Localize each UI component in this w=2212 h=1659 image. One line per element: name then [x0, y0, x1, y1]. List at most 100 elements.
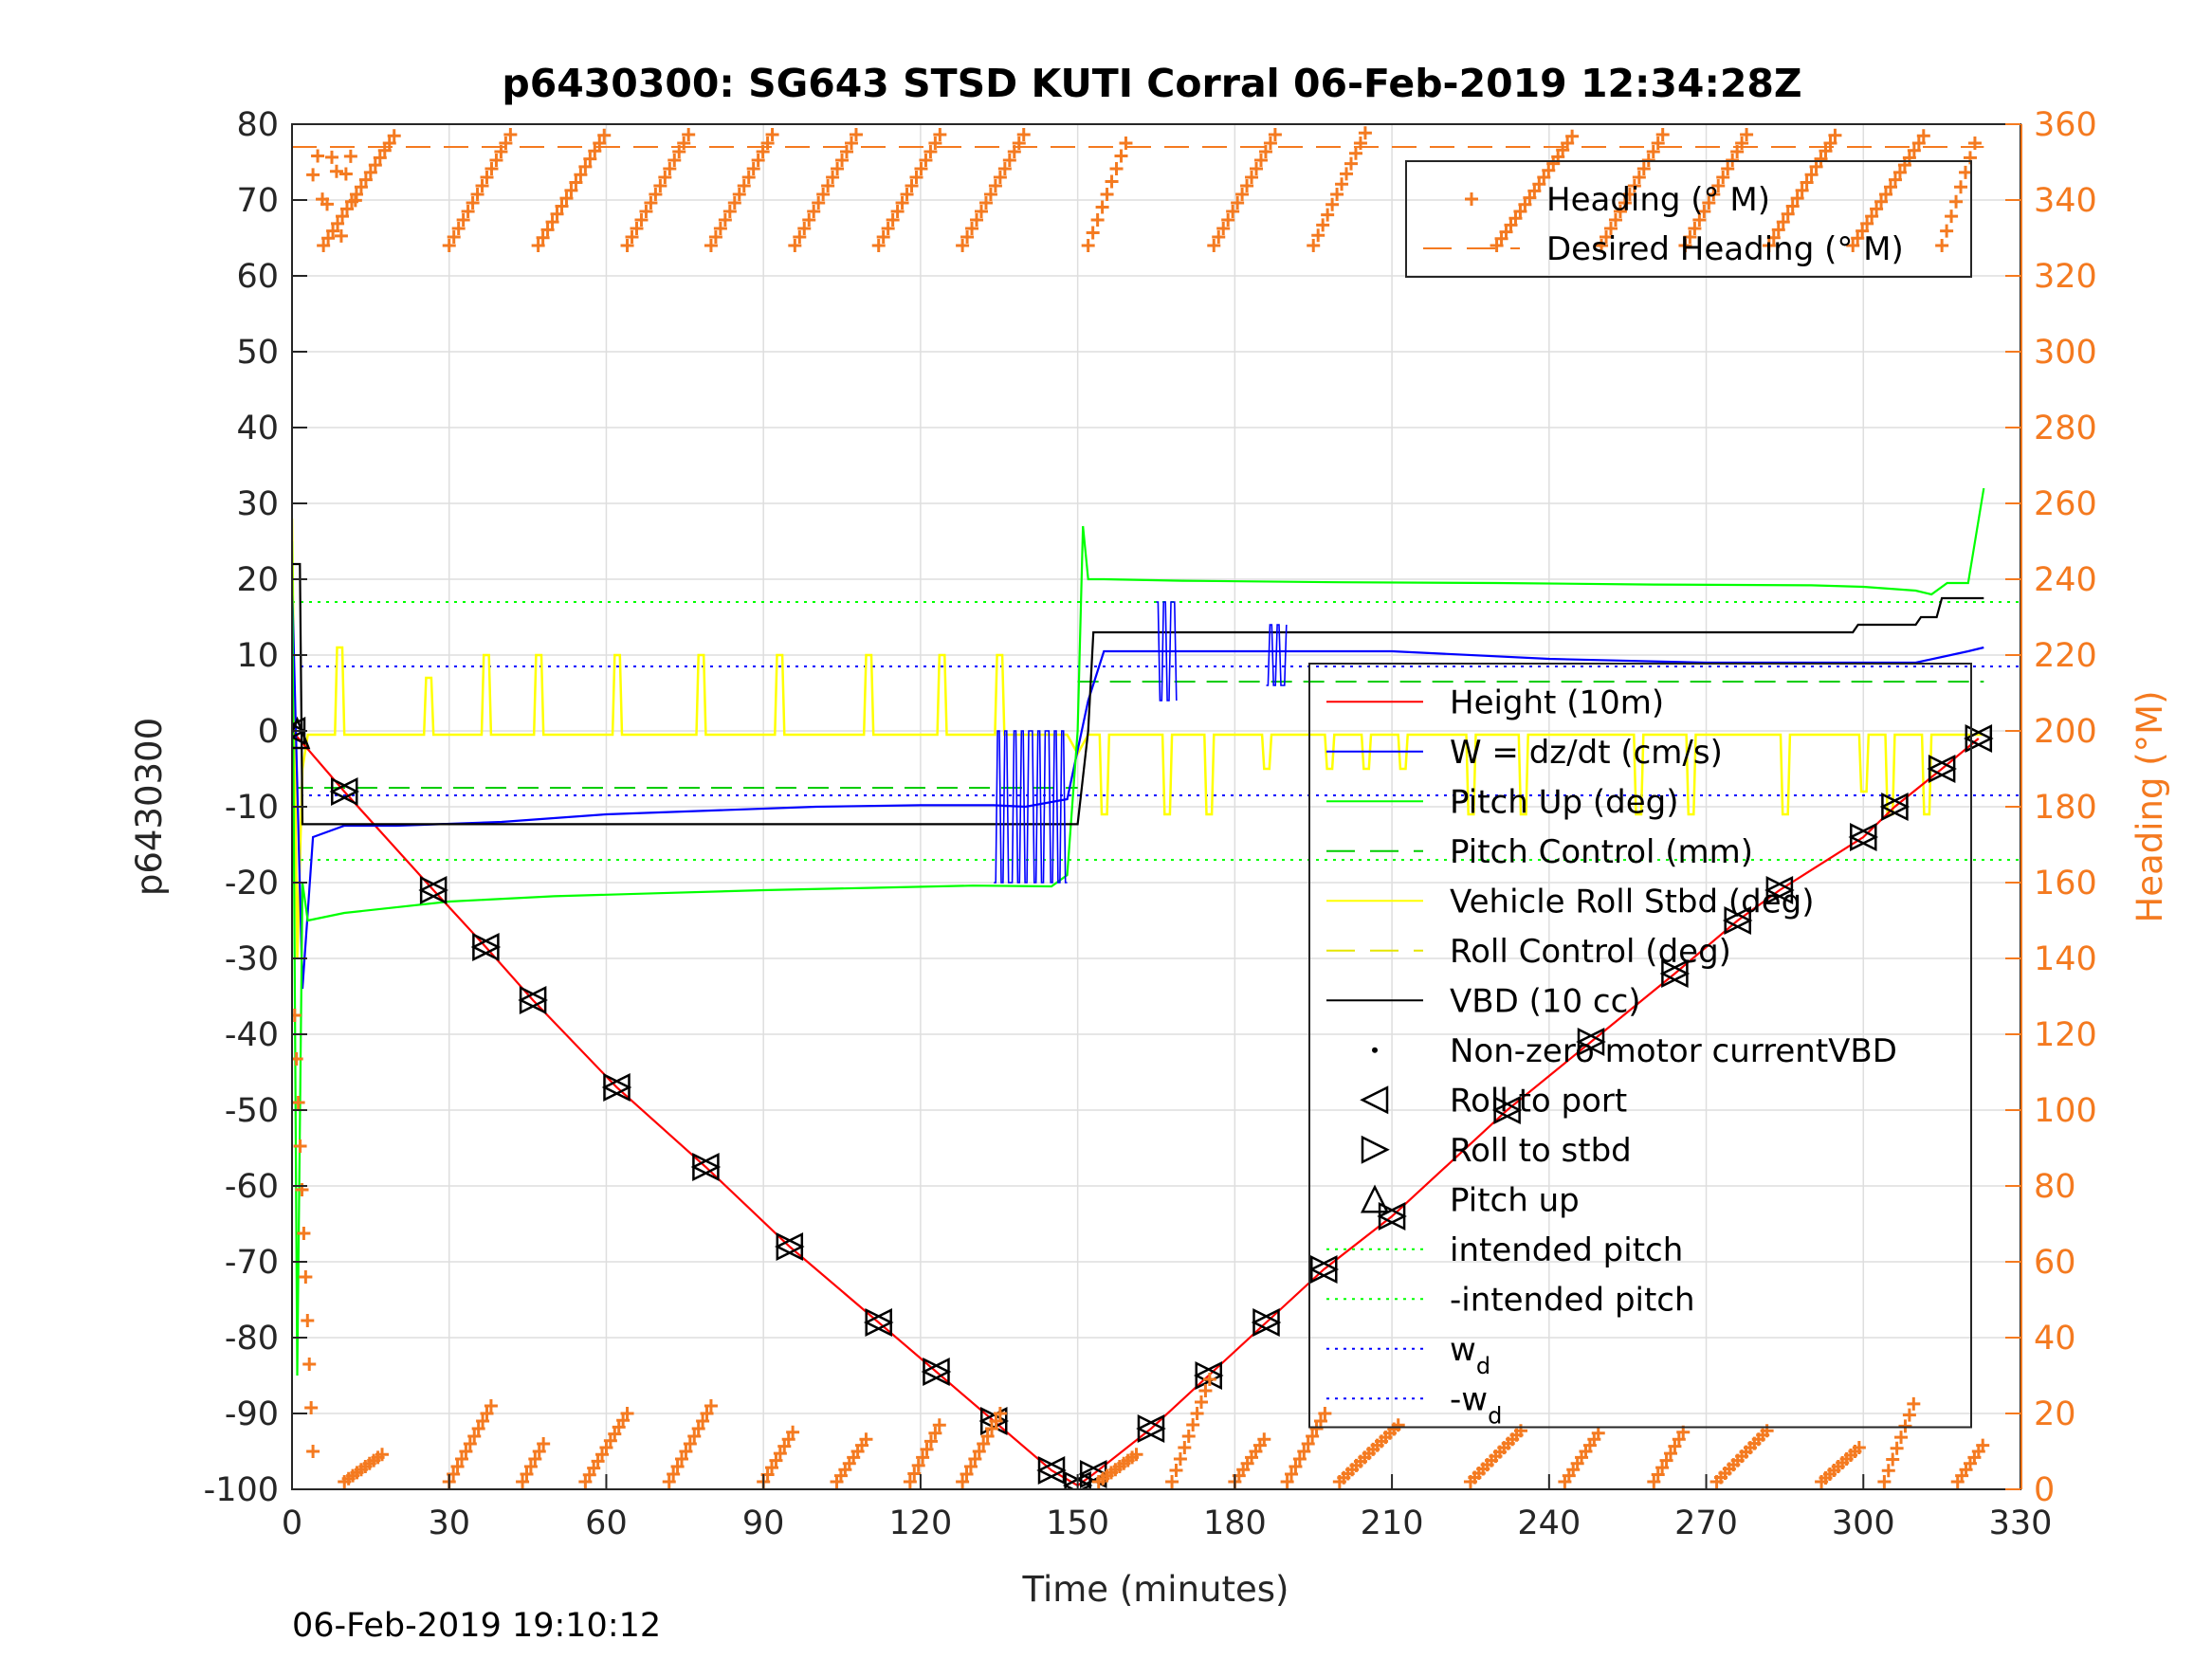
- heading-marker: [1280, 1475, 1294, 1488]
- heading-marker: [470, 188, 484, 201]
- heading-marker: [459, 1445, 473, 1458]
- heading-marker: [911, 1458, 925, 1472]
- heading-marker: [1307, 239, 1321, 252]
- heading-marker: [531, 239, 545, 252]
- heading-marker: [1353, 137, 1367, 150]
- heading-marker: [1235, 188, 1250, 201]
- heading-marker: [343, 149, 357, 163]
- heading-marker: [765, 128, 779, 141]
- heading-marker: [1309, 1422, 1324, 1435]
- heading-marker: [1678, 239, 1692, 252]
- heading-marker: [1683, 230, 1697, 244]
- heading-marker: [1318, 1407, 1332, 1420]
- pitch-up-marker: [292, 716, 311, 750]
- heading-marker: [1949, 194, 1964, 209]
- heading-marker: [1600, 230, 1614, 244]
- heading-marker: [625, 230, 639, 244]
- heading-marker: [807, 205, 821, 218]
- heading-marker: [1655, 1461, 1670, 1475]
- heading-marker: [630, 222, 644, 235]
- legend-label: Roll to port: [1450, 1082, 1627, 1120]
- heading-marker: [1561, 137, 1575, 150]
- heading-marker: [608, 1427, 622, 1441]
- heading-marker: [1537, 171, 1551, 184]
- y-right-tick-label: 140: [2034, 940, 2097, 978]
- heading-marker: [1292, 1452, 1307, 1466]
- heading-marker: [484, 1399, 498, 1413]
- heading-marker: [301, 1314, 315, 1327]
- heading-marker: [1886, 1452, 1900, 1467]
- y-right-tick-label: 240: [2034, 561, 2097, 599]
- heading-marker: [302, 1358, 317, 1371]
- w-noise-burst: [1156, 601, 1178, 702]
- heading-marker: [1198, 1384, 1213, 1397]
- heading-marker: [476, 1414, 490, 1428]
- heading-marker: [649, 188, 663, 201]
- heading-marker: [1240, 179, 1254, 192]
- heading-marker: [320, 197, 335, 211]
- heading-marker: [1851, 231, 1865, 246]
- heading-marker: [741, 171, 756, 184]
- heading-marker: [978, 196, 993, 210]
- heading-marker: [578, 159, 593, 173]
- legend-label-subscript: d: [1476, 1353, 1490, 1379]
- heading-marker: [746, 162, 760, 175]
- heading-marker: [704, 1399, 718, 1413]
- heading-marker: [777, 1439, 792, 1453]
- heading-marker: [956, 1475, 970, 1488]
- y-tick-label: 30: [236, 485, 279, 523]
- heading-marker: [1907, 143, 1921, 157]
- heading-marker: [387, 129, 401, 143]
- heading-marker: [1391, 1418, 1405, 1432]
- y-tick-label: 70: [236, 182, 279, 220]
- heading-marker: [1707, 188, 1721, 201]
- heading-marker: [1081, 239, 1095, 252]
- heading-marker: [1181, 1430, 1196, 1443]
- heading-marker: [1504, 218, 1518, 232]
- heading-marker: [786, 1425, 800, 1439]
- heading-marker: [704, 239, 718, 252]
- heading-marker: [1002, 154, 1016, 167]
- heading-marker: [1221, 213, 1235, 227]
- heading-marker: [993, 1407, 1007, 1420]
- legend-heading: Heading (° M) Desired Heading (° M): [1405, 160, 1972, 278]
- heading-marker: [1632, 171, 1646, 184]
- heading-marker: [1226, 205, 1240, 218]
- heading-marker: [997, 162, 1012, 175]
- heading-marker: [1012, 137, 1026, 150]
- heading-marker: [914, 162, 928, 175]
- heading-marker: [1016, 128, 1031, 141]
- heading-marker: [1100, 188, 1114, 201]
- y-tick-label: 50: [236, 334, 279, 372]
- heading-marker: [1954, 180, 1968, 194]
- heading-marker: [773, 1447, 787, 1461]
- heading-marker: [722, 205, 737, 218]
- y-right-tick-label: 20: [2034, 1395, 2076, 1433]
- heading-marker: [532, 1445, 546, 1458]
- heading-marker: [292, 1009, 302, 1022]
- heading-marker: [569, 175, 583, 190]
- roll-to-stbd-marker: [1310, 1254, 1340, 1285]
- heading-marker: [1119, 137, 1133, 150]
- heading-marker: [466, 196, 480, 210]
- y-tick-label: -50: [225, 1092, 279, 1130]
- y-right-tick-label: 300: [2034, 334, 2097, 372]
- y-axis-right-label: Heading (°M): [2130, 690, 2170, 922]
- legend-swatch: [1465, 192, 1478, 206]
- heading-marker: [368, 158, 382, 173]
- heading-marker: [1207, 239, 1221, 252]
- heading-marker: [1311, 228, 1325, 243]
- heading-marker: [1499, 225, 1513, 239]
- heading-marker: [802, 213, 816, 227]
- heading-marker: [1967, 137, 1982, 150]
- heading-marker: [471, 1422, 485, 1435]
- y-right-tick-label: 160: [2034, 865, 2097, 902]
- heading-marker: [1348, 146, 1362, 160]
- heading-marker: [1647, 1475, 1661, 1488]
- heading-marker: [895, 196, 909, 210]
- heading-marker: [582, 1468, 596, 1482]
- heading-marker: [907, 1467, 922, 1481]
- heading-marker: [1289, 1460, 1303, 1473]
- heading-marker: [578, 1475, 593, 1488]
- heading-marker: [700, 1407, 714, 1420]
